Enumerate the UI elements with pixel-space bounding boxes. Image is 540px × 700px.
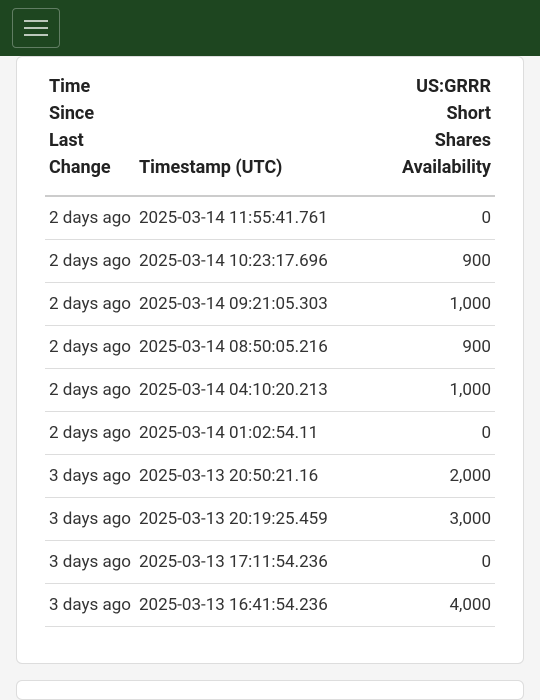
cell-time-since: 2 days ago	[45, 326, 135, 369]
table-row: 2 days ago2025-03-14 01:02:54.110	[45, 412, 495, 455]
cell-availability: 900	[385, 240, 495, 283]
next-card-peek	[16, 680, 524, 700]
table-row: 2 days ago2025-03-14 04:10:20.2131,000	[45, 369, 495, 412]
short-shares-table: Time Since Last Change Timestamp (UTC) U…	[45, 65, 495, 627]
cell-timestamp: 2025-03-14 10:23:17.696	[135, 240, 385, 283]
hamburger-icon	[24, 27, 48, 29]
cell-timestamp: 2025-03-14 09:21:05.303	[135, 283, 385, 326]
table-row: 3 days ago2025-03-13 20:50:21.162,000	[45, 455, 495, 498]
cell-time-since: 2 days ago	[45, 369, 135, 412]
table-row: 2 days ago2025-03-14 10:23:17.696900	[45, 240, 495, 283]
cell-timestamp: 2025-03-14 04:10:20.213	[135, 369, 385, 412]
cell-time-since: 2 days ago	[45, 412, 135, 455]
cell-availability: 1,000	[385, 283, 495, 326]
table-row: 2 days ago2025-03-14 11:55:41.7610	[45, 196, 495, 240]
cell-availability: 1,000	[385, 369, 495, 412]
cell-timestamp: 2025-03-13 20:50:21.16	[135, 455, 385, 498]
cell-time-since: 2 days ago	[45, 283, 135, 326]
cell-timestamp: 2025-03-13 16:41:54.236	[135, 584, 385, 627]
menu-toggle-button[interactable]	[12, 8, 60, 48]
col-header-time-since: Time Since Last Change	[45, 65, 135, 196]
cell-timestamp: 2025-03-14 08:50:05.216	[135, 326, 385, 369]
table-row: 2 days ago2025-03-14 08:50:05.216900	[45, 326, 495, 369]
cell-availability: 0	[385, 412, 495, 455]
hamburger-icon	[24, 20, 48, 22]
cell-timestamp: 2025-03-14 01:02:54.11	[135, 412, 385, 455]
cell-time-since: 3 days ago	[45, 541, 135, 584]
cell-time-since: 3 days ago	[45, 455, 135, 498]
navbar	[0, 0, 540, 56]
table-row: 3 days ago2025-03-13 20:19:25.4593,000	[45, 498, 495, 541]
cell-timestamp: 2025-03-13 17:11:54.236	[135, 541, 385, 584]
cell-time-since: 3 days ago	[45, 498, 135, 541]
cell-timestamp: 2025-03-14 11:55:41.761	[135, 196, 385, 240]
cell-timestamp: 2025-03-13 20:19:25.459	[135, 498, 385, 541]
hamburger-icon	[24, 34, 48, 36]
cell-availability: 0	[385, 196, 495, 240]
cell-availability: 2,000	[385, 455, 495, 498]
short-shares-card: Time Since Last Change Timestamp (UTC) U…	[16, 56, 524, 664]
cell-availability: 0	[385, 541, 495, 584]
cell-time-since: 3 days ago	[45, 584, 135, 627]
cell-availability: 3,000	[385, 498, 495, 541]
table-body: 2 days ago2025-03-14 11:55:41.76102 days…	[45, 196, 495, 627]
col-header-timestamp: Timestamp (UTC)	[135, 65, 385, 196]
table-header-row: Time Since Last Change Timestamp (UTC) U…	[45, 65, 495, 196]
cell-time-since: 2 days ago	[45, 196, 135, 240]
table-row: 3 days ago2025-03-13 16:41:54.2364,000	[45, 584, 495, 627]
cell-availability: 900	[385, 326, 495, 369]
table-row: 3 days ago2025-03-13 17:11:54.2360	[45, 541, 495, 584]
col-header-availability: US:GRRR Short Shares Availability	[385, 65, 495, 196]
cell-time-since: 2 days ago	[45, 240, 135, 283]
cell-availability: 4,000	[385, 584, 495, 627]
table-row: 2 days ago2025-03-14 09:21:05.3031,000	[45, 283, 495, 326]
